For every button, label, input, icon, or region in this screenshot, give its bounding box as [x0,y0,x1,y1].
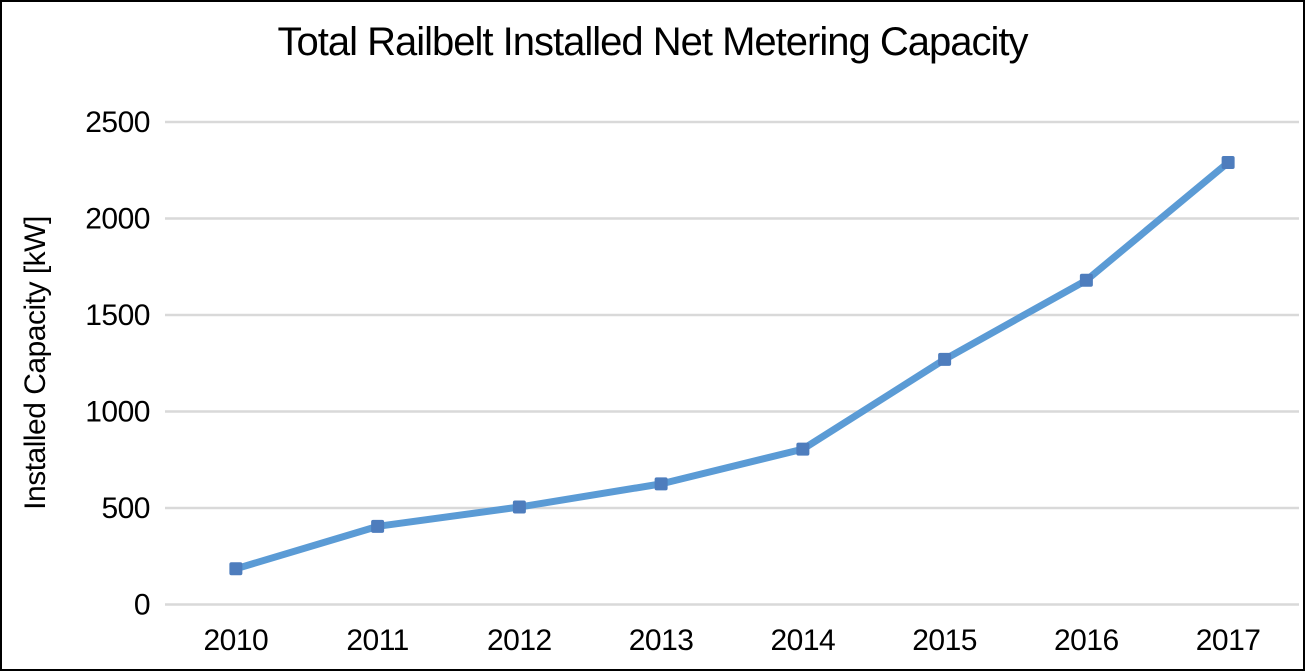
y-tick-label: 500 [101,492,150,525]
data-point-marker [796,442,810,456]
data-point-marker [512,500,526,514]
x-tick-label: 2010 [204,624,269,657]
gridlines [165,120,1299,606]
y-tick-label: 2500 [85,106,150,139]
y-tick-label: 0 [134,589,150,622]
x-tick-label: 2016 [1054,624,1119,657]
data-point-marker [371,519,385,533]
x-tick-label: 2011 [346,624,409,657]
x-axis-tick-labels: 2010 2011 2012 2013 2014 2015 2016 2017 [204,624,1262,657]
chart-title: Total Railbelt Installed Net Metering Ca… [277,20,1029,64]
x-tick-label: 2017 [1196,624,1261,657]
x-tick-label: 2013 [629,624,694,657]
y-tick-label: 1000 [85,396,150,429]
y-tick-label: 1500 [85,299,150,332]
y-tick-label: 2000 [85,203,150,236]
data-point-marker [938,352,952,366]
data-point-marker [654,477,668,491]
data-point-marker [229,562,243,576]
x-tick-label: 2012 [487,624,552,657]
y-axis-tick-labels: 0 500 1000 1500 2000 2500 [85,106,150,622]
x-tick-label: 2014 [771,624,836,657]
x-tick-label: 2015 [912,624,977,657]
capacity-line-series [232,159,1232,573]
data-point-marker [1221,156,1235,170]
data-point-marker [1079,273,1093,287]
data-point-markers [229,156,1235,576]
